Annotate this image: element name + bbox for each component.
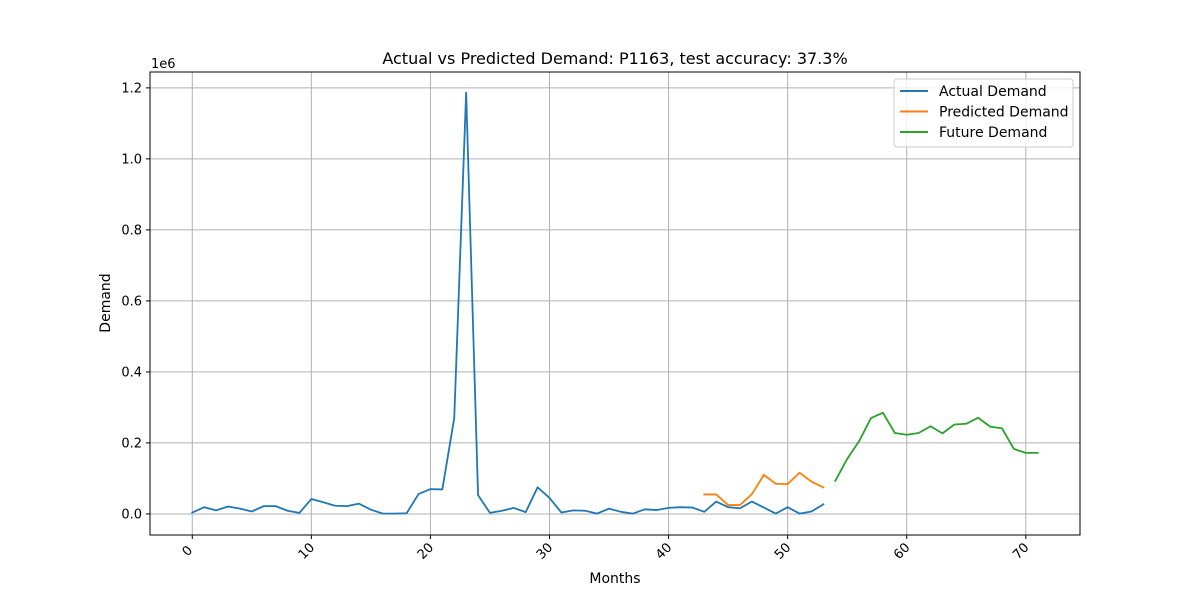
legend-label-future-demand: Future Demand [939, 125, 1047, 141]
x-tick-label: 70 [1010, 540, 1032, 562]
legend: Actual Demand Predicted Demand Future Dema… [893, 78, 1074, 148]
x-tick-label: 30 [534, 540, 556, 562]
y-tick-label: 1.0 [121, 152, 142, 167]
x-tick-label: 40 [653, 540, 675, 562]
predicted-demand-line [703, 471, 825, 506]
x-tick-label: 10 [296, 540, 318, 562]
y-axis-title: Demand [98, 273, 114, 332]
y-tick-label: 0.6 [121, 294, 142, 309]
y-tick-label: 1.2 [121, 81, 142, 96]
y-tick-label: 0.0 [121, 507, 142, 522]
actual-demand-line [191, 91, 825, 515]
y-tick-label: 0.8 [121, 223, 142, 238]
y-axis: 0.0 0.2 0.4 0.6 0.8 1.0 1.2 [121, 81, 150, 522]
x-tick-label: 0 [180, 543, 196, 559]
y-offset-label: 1e6 [151, 57, 176, 72]
x-tick-label: 60 [891, 540, 913, 562]
plot-frame [149, 71, 1081, 536]
chart-title: Actual vs Predicted Demand: P1163, test … [382, 49, 847, 68]
x-axis-title: Months [589, 571, 640, 587]
x-tick-label: 50 [772, 540, 794, 562]
legend-frame [893, 78, 1074, 148]
future-demand-line [834, 411, 1039, 483]
y-tick-label: 0.2 [121, 436, 142, 451]
series-group [191, 91, 1039, 515]
grid-lines [150, 72, 1080, 535]
x-axis: 0 10 20 30 40 50 60 70 [180, 535, 1032, 563]
x-tick-label: 20 [415, 540, 437, 562]
legend-label-predicted-demand: Predicted Demand [939, 105, 1069, 121]
y-tick-label: 0.4 [121, 365, 142, 380]
legend-label-actual-demand: Actual Demand [939, 84, 1047, 100]
